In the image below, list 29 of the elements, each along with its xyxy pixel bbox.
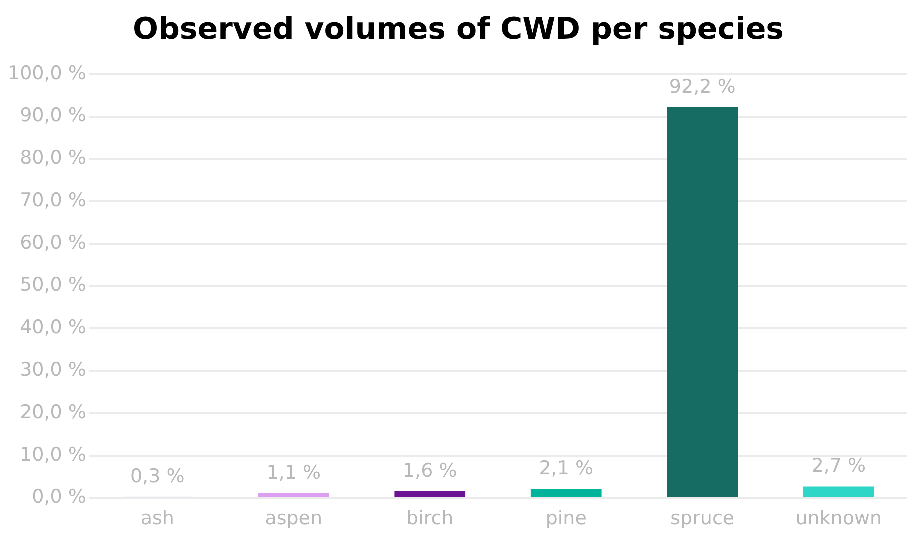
data-label: 2,7 %	[812, 455, 866, 478]
y-tick-label: 60,0 %	[20, 232, 86, 254]
y-tick-label: 50,0 %	[20, 274, 86, 296]
y-tick-label: 20,0 %	[20, 401, 86, 424]
y-tick-label: 90,0 %	[20, 104, 86, 127]
x-tick-label: birch	[406, 508, 454, 530]
x-tick-label: ash	[140, 508, 174, 530]
data-label: 92,2 %	[669, 76, 736, 98]
x-tick-label: pine	[546, 508, 587, 530]
y-tick-label: 100,0 %	[8, 62, 86, 84]
bar	[530, 489, 602, 498]
y-tick-label: 0,0 %	[32, 486, 86, 508]
y-tick-label: 70,0 %	[20, 189, 86, 212]
data-label: 2,1 %	[539, 458, 594, 480]
data-label: 0,3 %	[130, 465, 185, 488]
data-label: 1,1 %	[266, 462, 322, 484]
bar	[258, 494, 330, 498]
y-tick-label: 80,0 %	[20, 147, 86, 170]
y-tick-label: 30,0 %	[20, 358, 86, 381]
x-tick-label: unknown	[796, 508, 882, 530]
bar	[394, 491, 466, 498]
y-tick-label: 40,0 %	[20, 316, 86, 339]
y-tick-label: 10,0 %	[20, 444, 86, 466]
chart-title: Observed volumes of CWD per species	[132, 11, 786, 49]
x-tick-label: spruce	[670, 508, 735, 530]
data-label: 1,6 %	[402, 460, 458, 482]
bar	[803, 486, 874, 498]
x-tick-label: aspen	[265, 508, 323, 530]
bar	[667, 107, 738, 498]
